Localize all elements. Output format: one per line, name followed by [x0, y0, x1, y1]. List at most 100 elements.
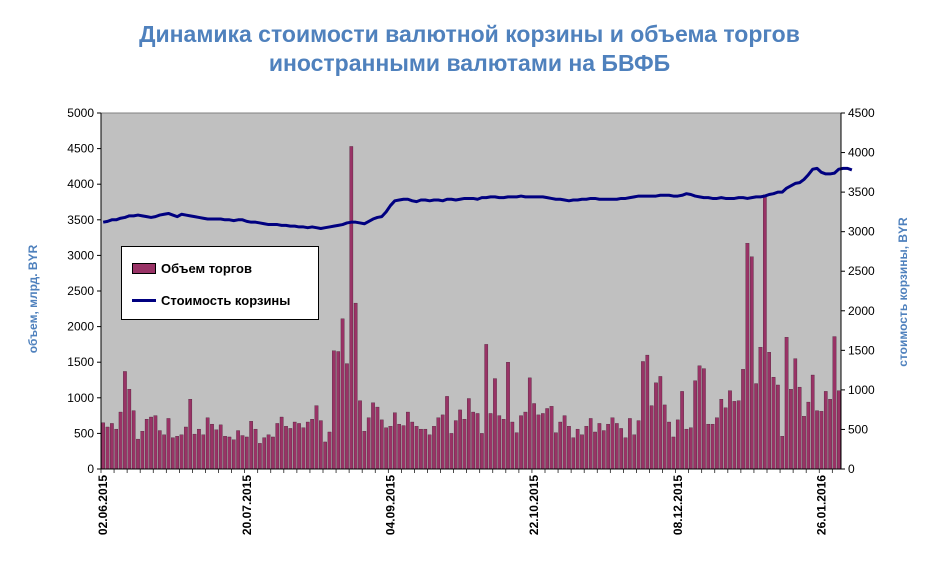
volume-bar	[593, 431, 597, 470]
volume-bar	[153, 415, 158, 470]
y-left-tick-label: 500	[74, 426, 94, 440]
y-right-tick-label: 4500	[848, 106, 875, 120]
volume-bar	[310, 419, 314, 470]
volume-bar	[462, 419, 467, 470]
volume-bar	[292, 421, 297, 470]
volume-bar	[780, 436, 785, 470]
volume-bar	[706, 423, 711, 470]
volume-bar	[562, 415, 567, 470]
volume-bar	[353, 302, 358, 470]
volume-bar	[580, 434, 584, 470]
volume-bar	[406, 411, 410, 470]
volume-bar	[436, 417, 441, 470]
volume-bar	[371, 402, 375, 470]
legend-item-line: Стоимость корзины	[132, 293, 290, 308]
legend-item-bars: Объем торгов	[132, 261, 252, 276]
volume-bar	[127, 389, 132, 470]
volume-bar	[597, 423, 602, 470]
volume-bar	[501, 419, 506, 470]
volume-bar	[179, 434, 184, 470]
volume-bar	[497, 415, 502, 470]
y-right-tick-label: 2000	[848, 304, 875, 318]
volume-bar	[767, 352, 771, 470]
volume-bar	[271, 436, 275, 470]
volume-bar	[266, 434, 271, 470]
volume-bar	[549, 406, 554, 470]
volume-bar	[749, 256, 754, 470]
y-left-tick-label: 1000	[67, 391, 94, 405]
y-left-tick-label: 5000	[67, 106, 94, 120]
volume-bar	[101, 422, 105, 470]
volume-bar	[554, 432, 558, 470]
y-left-axis-title: объем, млрд. BYR	[26, 245, 40, 354]
volume-bar	[758, 347, 763, 470]
y-left-tick-label: 1500	[67, 355, 94, 369]
volume-bar	[284, 426, 288, 470]
volume-bar	[262, 437, 267, 470]
volume-bar	[427, 434, 432, 470]
y-left-axis-title-text: объем, млрд. BYR	[26, 244, 40, 354]
volume-bar	[366, 417, 371, 470]
volume-bar	[636, 420, 641, 470]
volume-bar	[654, 382, 658, 470]
volume-bar	[710, 423, 715, 470]
volume-bar	[510, 421, 515, 470]
y-right-tick-label: 4000	[848, 146, 875, 160]
y-right-tick-label: 500	[848, 422, 868, 436]
volume-bar	[336, 351, 341, 470]
volume-bar	[205, 417, 210, 470]
volume-bar	[105, 426, 110, 470]
volume-bar	[667, 421, 671, 470]
volume-bar	[675, 419, 680, 470]
volume-bar	[506, 362, 510, 470]
volume-bar	[658, 376, 663, 470]
volume-bar	[601, 430, 606, 470]
volume-bar	[432, 426, 436, 470]
volume-bar	[123, 371, 127, 470]
volume-bar	[615, 423, 619, 470]
volume-bar	[323, 441, 327, 470]
volume-bar	[567, 426, 571, 470]
volume-bar	[588, 418, 593, 470]
volume-bar	[388, 426, 393, 470]
volume-bar	[401, 425, 406, 470]
volume-bar	[218, 424, 223, 470]
volume-bar	[802, 416, 806, 470]
volume-bar	[571, 437, 576, 470]
volume-bar	[458, 409, 462, 470]
volume-bar	[362, 431, 367, 470]
volume-bar	[527, 377, 532, 470]
volume-bar	[632, 434, 637, 470]
y-right-axis-title: стоимость корзины, BYR	[896, 217, 910, 366]
volume-bar	[680, 391, 684, 470]
legend-label-line: Стоимость корзины	[161, 293, 291, 308]
volume-bar	[610, 417, 615, 470]
volume-bar	[723, 407, 728, 470]
volume-bar	[815, 410, 819, 470]
volume-bar	[488, 413, 493, 470]
volume-bar	[828, 399, 832, 470]
volume-bar	[702, 368, 706, 470]
volume-bar	[471, 411, 475, 470]
legend: Объем торгов Стоимость корзины	[121, 246, 319, 320]
volume-bar	[358, 400, 362, 470]
volume-bar	[258, 443, 262, 470]
volume-bar	[623, 437, 628, 470]
volume-bar	[319, 420, 323, 470]
volume-bar	[837, 390, 841, 470]
x-tick-label: 22.10.2015	[527, 475, 541, 535]
volume-bar	[732, 401, 737, 470]
y-left-tick-label: 3000	[67, 248, 94, 262]
volume-bar	[715, 417, 719, 470]
volume-bar	[162, 434, 166, 470]
y-right-tick-label: 3500	[848, 185, 875, 199]
volume-bar	[118, 411, 123, 470]
volume-bar	[493, 378, 497, 470]
volume-bar	[184, 426, 188, 470]
volume-bar	[440, 414, 445, 470]
y-left-tick-label: 0	[87, 462, 94, 476]
legend-label-bars: Объем торгов	[161, 261, 252, 276]
volume-bar	[393, 412, 397, 470]
x-tick-label: 20.07.2015	[240, 475, 254, 535]
volume-bar	[523, 411, 528, 470]
